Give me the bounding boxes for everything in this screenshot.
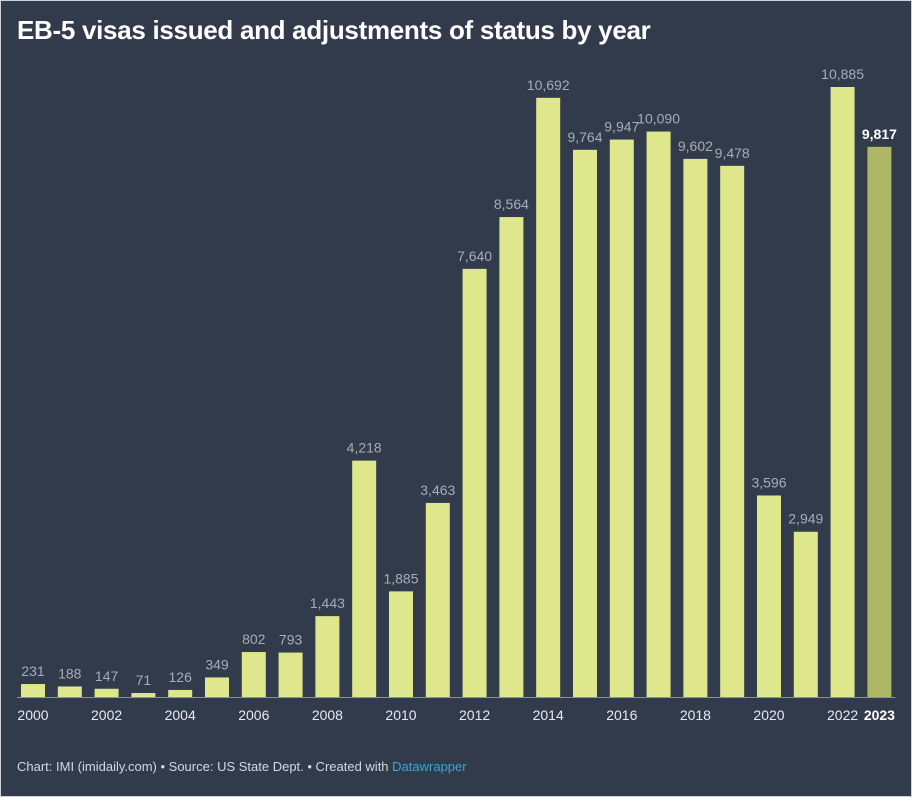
value-label-2011: 3,463 <box>420 482 455 498</box>
value-label-2000: 231 <box>21 663 45 679</box>
value-label-2013: 8,564 <box>494 196 529 212</box>
x-tick-2023: 2023 <box>864 707 895 723</box>
chart-title: EB-5 visas issued and adjustments of sta… <box>17 15 651 45</box>
value-label-2007: 793 <box>279 632 303 648</box>
value-label-2006: 802 <box>242 631 266 647</box>
x-tick-2016: 2016 <box>606 707 637 723</box>
x-tick-2006: 2006 <box>238 707 269 723</box>
value-labels-layer: 231 188 147 71 126 349 802 793 1,443 4,218 1,885 3,… <box>21 66 897 688</box>
bar-2002 <box>94 688 119 697</box>
value-label-2005: 349 <box>205 656 229 672</box>
x-tick-2008: 2008 <box>312 707 343 723</box>
bar-2006 <box>241 652 266 697</box>
bar-2009 <box>352 460 377 697</box>
bar-2017 <box>646 131 671 698</box>
x-tick-2022: 2022 <box>827 707 858 723</box>
bar-2014 <box>536 97 561 698</box>
value-label-2002: 147 <box>95 668 119 684</box>
bar-2020 <box>757 495 781 697</box>
bar-2023 <box>867 146 892 697</box>
bars-layer <box>21 87 892 698</box>
value-label-2017: 10,090 <box>637 111 680 127</box>
value-label-2020: 3,596 <box>751 474 786 490</box>
bar-2015 <box>573 149 597 698</box>
bar-2011 <box>425 502 450 697</box>
bar-2012 <box>462 268 487 697</box>
x-tick-2018: 2018 <box>680 707 711 723</box>
value-label-2010: 1,885 <box>383 570 418 586</box>
value-label-2008: 1,443 <box>310 595 345 611</box>
bar-2021 <box>793 531 818 697</box>
bar-2010 <box>389 591 413 697</box>
bar-2001 <box>57 686 82 697</box>
bar-2004 <box>168 689 193 697</box>
value-label-2023: 9,817 <box>862 126 897 142</box>
value-label-2016: 9,947 <box>604 119 639 135</box>
bar-2008 <box>315 616 340 697</box>
value-label-2003: 71 <box>136 672 152 688</box>
value-label-2022: 10,885 <box>821 66 864 82</box>
bar-2007 <box>278 652 303 697</box>
x-tick-2000: 2000 <box>17 707 48 723</box>
x-tick-2010: 2010 <box>385 707 416 723</box>
value-label-2014: 10,692 <box>527 77 570 93</box>
bar-chart: 231 188 147 71 126 349 802 793 1,443 4,218 1,885 3,… <box>17 66 897 723</box>
value-label-2001: 188 <box>58 665 82 681</box>
x-tick-2004: 2004 <box>165 707 196 723</box>
value-label-2021: 2,949 <box>788 511 823 527</box>
x-tick-2002: 2002 <box>91 707 122 723</box>
bar-2013 <box>499 217 524 697</box>
value-label-2012: 7,640 <box>457 248 492 264</box>
bar-2016 <box>609 139 634 697</box>
bar-2018 <box>683 158 708 698</box>
value-label-2004: 126 <box>169 669 193 685</box>
x-tick-2020: 2020 <box>753 707 784 723</box>
footer-credits: Chart: IMI (imidaily.com) • Source: US S… <box>17 759 393 774</box>
x-tick-labels-layer: 2000 2002 2004 2006 2008 2010 2012 2014 2016 2018… <box>17 707 895 723</box>
bar-2003 <box>131 693 156 697</box>
x-tick-2014: 2014 <box>533 707 564 723</box>
datawrapper-link[interactable]: Datawrapper <box>392 759 467 774</box>
bar-2005 <box>205 677 229 697</box>
value-label-2018: 9,602 <box>678 138 713 154</box>
chart-footer: Chart: IMI (imidaily.com) • Source: US S… <box>17 759 467 774</box>
x-tick-2012: 2012 <box>459 707 490 723</box>
value-label-2015: 9,764 <box>567 129 602 145</box>
bar-2000 <box>21 684 45 697</box>
bar-2019 <box>720 165 745 697</box>
bar-2022 <box>830 87 855 697</box>
value-label-2009: 4,218 <box>347 440 382 456</box>
value-label-2019: 9,478 <box>715 145 750 161</box>
